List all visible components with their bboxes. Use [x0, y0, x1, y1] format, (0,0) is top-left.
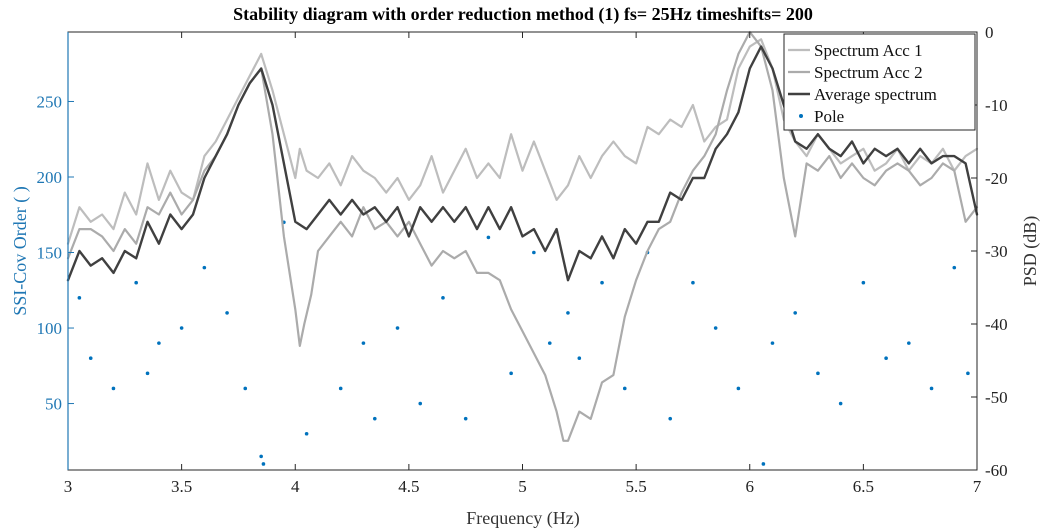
- right-y-tick-label: -40: [985, 315, 1008, 334]
- pole-point: [372, 416, 377, 421]
- legend-entry-label: Spectrum Acc 2: [814, 63, 923, 82]
- x-tick-label: 3: [64, 477, 73, 496]
- pole-point: [929, 386, 934, 391]
- right-y-tick-label: -20: [985, 169, 1008, 188]
- pole-point: [243, 386, 248, 391]
- right-y-tick-label: -10: [985, 96, 1008, 115]
- x-tick-label: 7: [973, 477, 982, 496]
- pole-point: [600, 280, 604, 285]
- pole-point: [395, 326, 400, 330]
- pole-point: [622, 386, 627, 391]
- pole-point: [966, 371, 970, 376]
- pole-point: [145, 371, 150, 376]
- chart-title: Stability diagram with order reduction m…: [233, 4, 813, 25]
- pole-point: [838, 401, 843, 406]
- right-y-tick-label: -60: [985, 461, 1008, 480]
- pole-point: [304, 431, 309, 436]
- left-y-tick-label: 200: [37, 168, 63, 187]
- pole-point: [509, 371, 513, 376]
- left-y-tick-label: 250: [37, 92, 63, 111]
- right-y-tick-label: -30: [985, 242, 1008, 261]
- pole-point: [88, 356, 93, 361]
- pole-point: [691, 280, 695, 285]
- x-tick-label: 6.5: [853, 477, 874, 496]
- legend-box: [783, 33, 976, 131]
- pole-point: [577, 356, 582, 361]
- pole-point: [259, 454, 263, 459]
- legend-marker-pole: [799, 114, 803, 118]
- left-y-axis-label: SSI-Cov Order ( ): [10, 186, 31, 315]
- pole-point: [179, 326, 184, 330]
- pole-point: [761, 462, 766, 466]
- pole-point: [907, 341, 911, 345]
- right-y-axis-ticks: 0 -10 -20 -30 -40 -50 -60: [971, 23, 1008, 480]
- left-y-axis-ticks: 50 100 150 200 250: [37, 32, 74, 470]
- legend-entry-label: Pole: [814, 107, 844, 126]
- x-tick-label: 4: [291, 477, 300, 496]
- pole-point: [463, 416, 468, 421]
- series-line-average-spectrum: [66, 45, 979, 282]
- pole-point: [261, 462, 266, 466]
- pole-markers: [77, 220, 970, 466]
- pole-point: [668, 416, 673, 421]
- pole-point: [134, 280, 138, 285]
- pole-point: [441, 296, 445, 300]
- pole-point: [418, 401, 423, 406]
- pole-point: [338, 386, 343, 391]
- x-axis-label: Frequency (Hz): [466, 508, 579, 528]
- x-tick-label: 3.5: [171, 477, 192, 496]
- pole-point: [770, 341, 775, 345]
- left-y-tick-label: 100: [37, 319, 63, 338]
- pole-point: [736, 386, 741, 391]
- x-tick-label: 6: [746, 477, 755, 496]
- pole-point: [77, 296, 82, 300]
- right-y-tick-label: -50: [985, 388, 1008, 407]
- pole-point: [861, 280, 866, 285]
- pole-point: [713, 326, 718, 330]
- pole-point: [111, 386, 116, 391]
- left-y-tick-label: 50: [45, 395, 62, 414]
- pole-point: [952, 265, 957, 270]
- legend: Spectrum Acc 1 Spectrum Acc 2 Average spec…: [783, 33, 976, 131]
- legend-entry-label: Average spectrum: [814, 85, 937, 104]
- x-tick-label: 5.5: [626, 477, 647, 496]
- pole-point: [202, 265, 207, 270]
- pole-point: [547, 341, 552, 345]
- pole-point: [361, 341, 366, 345]
- pole-point: [486, 235, 491, 240]
- pole-point: [225, 311, 229, 315]
- pole-point: [532, 250, 536, 255]
- pole-point: [566, 311, 570, 315]
- pole-point: [884, 356, 888, 361]
- pole-point: [793, 311, 797, 315]
- left-y-tick-label: 150: [37, 244, 63, 263]
- legend-entry-label: Spectrum Acc 1: [814, 41, 923, 60]
- spectrum-lines: [66, 30, 979, 442]
- pole-point: [816, 371, 820, 376]
- x-axis-ticks: 3 3.5 4 4.5 5 5.5 6 6.5 7: [64, 32, 982, 496]
- x-tick-label: 5: [518, 477, 527, 496]
- x-tick-label: 4.5: [398, 477, 419, 496]
- right-y-axis-label: PSD (dB): [1020, 216, 1041, 287]
- right-y-tick-label: 0: [985, 23, 994, 42]
- pole-point: [157, 341, 161, 345]
